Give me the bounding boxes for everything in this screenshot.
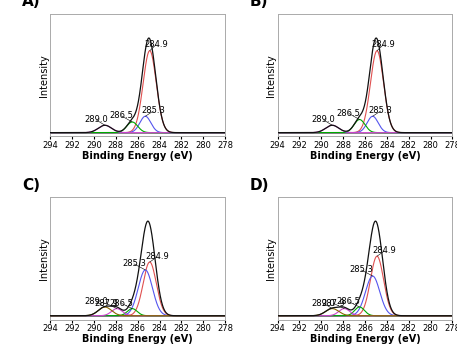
Text: 289.0: 289.0 xyxy=(312,299,335,309)
Y-axis label: Intensity: Intensity xyxy=(39,54,49,97)
X-axis label: Binding Energy (eV): Binding Energy (eV) xyxy=(310,151,420,161)
Text: 286.5: 286.5 xyxy=(109,299,133,309)
Text: B): B) xyxy=(250,0,268,9)
X-axis label: Binding Energy (eV): Binding Energy (eV) xyxy=(310,334,420,344)
Text: 286.5: 286.5 xyxy=(109,111,133,122)
Y-axis label: Intensity: Intensity xyxy=(39,237,49,280)
Text: 289.0: 289.0 xyxy=(85,297,108,307)
Text: 284.9: 284.9 xyxy=(145,252,169,262)
Text: 289.0: 289.0 xyxy=(85,116,108,125)
Text: A): A) xyxy=(22,0,41,9)
Text: 287.9: 287.9 xyxy=(321,299,345,309)
Text: D): D) xyxy=(250,178,269,192)
Text: 286.5: 286.5 xyxy=(337,109,361,120)
Text: 285.3: 285.3 xyxy=(142,106,165,116)
Y-axis label: Intensity: Intensity xyxy=(266,54,276,97)
Text: 285.3: 285.3 xyxy=(349,265,373,276)
Y-axis label: Intensity: Intensity xyxy=(266,237,276,280)
Text: 284.9: 284.9 xyxy=(372,246,396,256)
Text: 287.9: 287.9 xyxy=(94,299,118,309)
Text: C): C) xyxy=(22,178,40,192)
Text: 285.3: 285.3 xyxy=(369,106,393,116)
Text: 285.3: 285.3 xyxy=(122,259,146,270)
Text: 289.0: 289.0 xyxy=(312,116,335,125)
X-axis label: Binding Energy (eV): Binding Energy (eV) xyxy=(82,151,193,161)
Text: 284.9: 284.9 xyxy=(372,40,395,51)
X-axis label: Binding Energy (eV): Binding Energy (eV) xyxy=(82,334,193,344)
Text: 284.9: 284.9 xyxy=(144,40,168,51)
Text: 286.5: 286.5 xyxy=(337,297,361,307)
